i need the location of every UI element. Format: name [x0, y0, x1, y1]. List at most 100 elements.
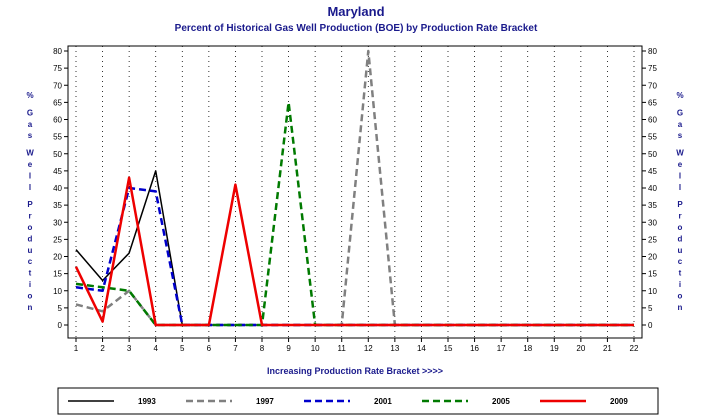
- y-axis-label-char: c: [28, 257, 33, 266]
- y-axis-label-char: o: [678, 291, 683, 300]
- x-tick-label: 17: [497, 344, 506, 353]
- x-tick-label: 14: [417, 344, 426, 353]
- y-tick-label-left: 0: [58, 321, 63, 330]
- y-tick-label-right: 35: [648, 201, 657, 210]
- y-axis-label-char: l: [29, 171, 31, 180]
- y-tick-label-right: 15: [648, 270, 657, 279]
- y-axis-label-char: d: [28, 234, 33, 243]
- y-axis-label-char: c: [678, 257, 683, 266]
- y-axis-label-char: l: [679, 171, 681, 180]
- y-axis-label-char: t: [29, 269, 32, 278]
- y-tick-label-left: 35: [53, 201, 62, 210]
- series-line-2001: [75, 186, 634, 327]
- y-axis-label-char: r: [28, 212, 31, 221]
- legend-label-1993: 1993: [138, 397, 156, 406]
- y-tick-label-left: 30: [53, 218, 62, 227]
- y-tick-label-left: 60: [53, 116, 62, 125]
- plot-frame: [67, 45, 643, 339]
- chart-subtitle: Percent of Historical Gas Well Productio…: [175, 23, 538, 34]
- y-axis-label-char: G: [677, 108, 683, 117]
- y-axis-label-char: e: [28, 160, 33, 169]
- axes: 1 2 3 4 5 6 7 8 9 10 11 12 13 14 15 16 17 18 19 20 21 220 05 51…: [53, 47, 657, 353]
- y-axis-label-char: t: [679, 269, 682, 278]
- y-tick-label-right: 0: [648, 321, 653, 330]
- series-line-1997: [75, 49, 634, 327]
- y-axis-label-char: s: [28, 131, 33, 140]
- y-tick-label-left: 75: [53, 64, 62, 73]
- x-tick-label: 16: [470, 344, 479, 353]
- y-axis-label-char: W: [676, 149, 684, 158]
- x-tick-label: 3: [127, 344, 132, 353]
- x-tick-label: 1: [74, 344, 79, 353]
- y-axis-label-char: u: [678, 246, 683, 255]
- x-tick-label: 22: [630, 344, 639, 353]
- x-tick-label: 8: [260, 344, 265, 353]
- x-tick-label: 6: [207, 344, 212, 353]
- y-axis-label-char: P: [677, 200, 683, 209]
- x-tick-label: 15: [444, 344, 453, 353]
- y-axis-label-char: %: [676, 91, 683, 100]
- y-axis-label-char: P: [27, 200, 33, 209]
- x-tick-label: 13: [390, 344, 399, 353]
- x-tick-label: 21: [603, 344, 612, 353]
- y-tick-label-left: 20: [53, 253, 62, 262]
- x-tick-label: 19: [550, 344, 559, 353]
- series-group: [74, 49, 634, 327]
- y-axis-label-char: i: [679, 280, 681, 289]
- x-tick-label: 10: [311, 344, 320, 353]
- y-tick-label-left: 25: [53, 235, 62, 244]
- series-line-2009: [74, 176, 634, 327]
- y-axis-label-char: o: [28, 223, 33, 232]
- x-tick-label: 11: [338, 344, 347, 353]
- y-tick-label-left: 40: [53, 184, 62, 193]
- y-axis-label-char: l: [679, 183, 681, 192]
- y-axis-label-char: u: [28, 246, 33, 255]
- x-tick-label: 12: [364, 344, 373, 353]
- x-tick-label: 7: [233, 344, 238, 353]
- y-tick-label-left: 45: [53, 167, 62, 176]
- legend-label-1997: 1997: [256, 397, 274, 406]
- x-tick-label: 5: [180, 344, 185, 353]
- y-tick-label-right: 10: [648, 287, 657, 296]
- y-tick-label-left: 5: [58, 304, 63, 313]
- y-axis-label-char: r: [678, 212, 681, 221]
- y-tick-label-right: 30: [648, 218, 657, 227]
- x-tick-label: 20: [576, 344, 585, 353]
- y-tick-label-right: 40: [648, 184, 657, 193]
- x-tick-label: 4: [153, 344, 158, 353]
- y-tick-label-left: 50: [53, 150, 62, 159]
- y-axis-label-char: l: [29, 183, 31, 192]
- y-tick-label-right: 45: [648, 167, 657, 176]
- y-tick-label-left: 80: [53, 47, 62, 56]
- y-axis-label-char: e: [678, 160, 683, 169]
- y-axis-label-char: %: [26, 91, 33, 100]
- y-tick-label-left: 55: [53, 133, 62, 142]
- y-tick-label-left: 10: [53, 287, 62, 296]
- y-axis-label-char: n: [678, 303, 683, 312]
- legend-label-2005: 2005: [492, 397, 510, 406]
- y-tick-label-right: 75: [648, 64, 657, 73]
- x-tick-label: 18: [523, 344, 532, 353]
- y-tick-label-right: 25: [648, 235, 657, 244]
- y-tick-label-right: 50: [648, 150, 657, 159]
- x-tick-label: 9: [286, 344, 291, 353]
- y-tick-label-right: 70: [648, 81, 657, 90]
- y-axis-label-char: i: [29, 280, 31, 289]
- y-tick-label-right: 20: [648, 253, 657, 262]
- y-axis-label-char: s: [678, 131, 683, 140]
- legend-label-2001: 2001: [374, 397, 392, 406]
- legend: 1993 1997 2001 2005 2009: [68, 397, 628, 406]
- y-tick-label-right: 55: [648, 133, 657, 142]
- y-tick-label-left: 70: [53, 81, 62, 90]
- legend-label-2009: 2009: [610, 397, 628, 406]
- y-tick-label-left: 65: [53, 98, 62, 107]
- y-tick-label-right: 65: [648, 98, 657, 107]
- y-axis-label-char: W: [26, 149, 34, 158]
- y-tick-label-right: 60: [648, 116, 657, 125]
- chart-title: Maryland: [327, 4, 384, 19]
- y-axis-label-char: o: [678, 223, 683, 232]
- x-tick-label: 2: [100, 344, 105, 353]
